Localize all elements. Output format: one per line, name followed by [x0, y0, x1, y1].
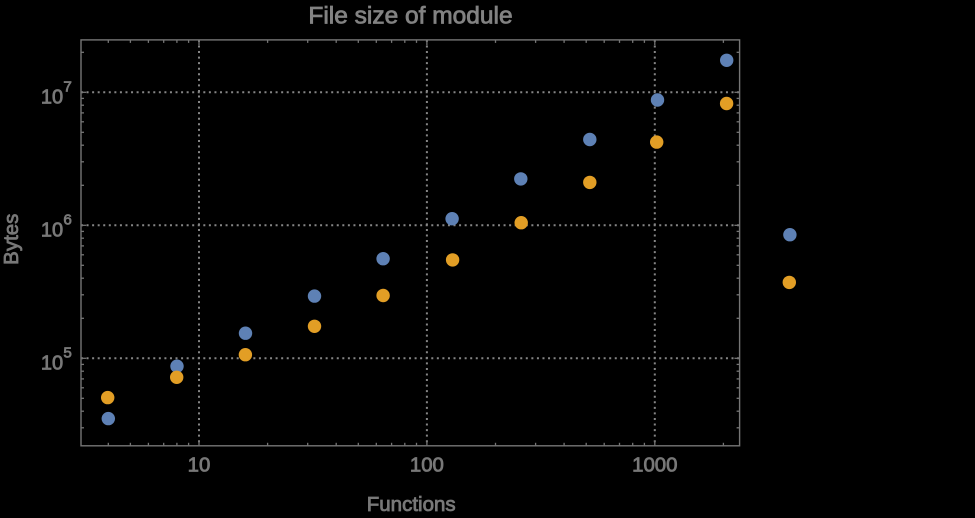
svg-text:10: 10	[41, 353, 63, 375]
svg-text:7: 7	[63, 79, 71, 96]
svg-text:10: 10	[41, 87, 63, 109]
svg-text:6: 6	[63, 212, 71, 229]
svg-text:Bytes: Bytes	[0, 214, 23, 265]
svg-text:10: 10	[188, 455, 211, 477]
svg-text:5: 5	[63, 345, 71, 362]
svg-text:1000: 1000	[632, 455, 677, 477]
svg-text:Functions: Functions	[367, 493, 456, 513]
svg-text:100: 100	[410, 455, 444, 477]
svg-text:10: 10	[41, 220, 63, 242]
svg-text:File size of module: File size of module	[308, 2, 512, 29]
